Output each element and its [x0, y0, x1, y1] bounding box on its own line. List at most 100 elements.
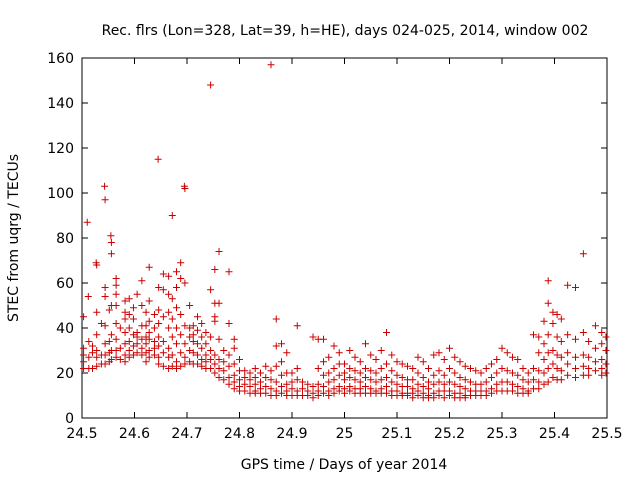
data-point	[83, 218, 91, 226]
data-point	[138, 302, 146, 309]
data-point	[530, 331, 537, 339]
data-point	[251, 380, 259, 388]
data-point	[430, 394, 438, 402]
data-point	[145, 335, 153, 343]
data-point	[579, 351, 587, 359]
data-point	[540, 340, 548, 348]
data-point	[446, 344, 453, 352]
data-point	[477, 369, 485, 377]
data-point	[112, 302, 120, 309]
data-point	[129, 304, 137, 312]
data-point	[181, 185, 189, 192]
data-point	[493, 356, 501, 363]
y-axis-label: STEC from uqrg / TECUs	[6, 154, 22, 322]
data-point	[198, 362, 206, 370]
data-point	[579, 362, 587, 370]
data-point	[435, 392, 443, 399]
data-point	[202, 340, 210, 348]
y-tick-label: 20	[56, 366, 74, 382]
data-point	[181, 322, 189, 330]
data-point	[493, 380, 501, 388]
data-point	[535, 367, 543, 375]
data-point	[89, 342, 96, 350]
data-point	[383, 383, 390, 390]
data-point	[591, 322, 599, 330]
data-point	[320, 371, 327, 379]
data-point	[351, 367, 359, 375]
data-point	[585, 371, 593, 379]
data-point	[356, 378, 364, 386]
data-point	[330, 376, 338, 384]
data-point	[125, 311, 133, 318]
data-point	[602, 347, 610, 354]
data-point	[173, 284, 180, 291]
data-point	[414, 380, 422, 388]
data-point	[97, 320, 105, 327]
data-point	[330, 389, 338, 397]
data-point	[225, 268, 233, 276]
data-point	[80, 344, 88, 352]
data-point	[220, 376, 228, 384]
data-point	[430, 380, 438, 388]
data-point	[80, 351, 88, 359]
data-point	[145, 297, 153, 305]
data-point	[314, 365, 322, 372]
data-point	[409, 394, 417, 402]
data-point	[194, 351, 201, 359]
data-point	[85, 353, 93, 361]
y-tick-label: 120	[47, 141, 74, 157]
data-point	[121, 308, 129, 316]
data-point	[299, 378, 306, 386]
data-point	[267, 61, 275, 69]
data-point	[519, 376, 527, 384]
data-point	[409, 376, 417, 384]
data-point	[198, 344, 206, 352]
data-point	[173, 358, 180, 366]
data-point	[173, 365, 180, 372]
data-point	[372, 356, 380, 363]
data-point	[225, 320, 233, 327]
data-point	[165, 324, 173, 332]
data-point	[341, 369, 348, 377]
data-point	[498, 344, 506, 352]
data-point	[414, 353, 422, 361]
data-point	[451, 380, 459, 388]
data-point	[461, 394, 469, 402]
data-point	[165, 344, 173, 352]
data-point	[121, 315, 129, 323]
data-point	[194, 340, 201, 348]
data-point	[155, 320, 163, 327]
data-point	[230, 360, 238, 368]
data-point	[514, 356, 522, 363]
data-point	[198, 333, 206, 341]
data-point	[93, 308, 101, 316]
data-point	[602, 369, 610, 377]
data-point	[257, 369, 264, 377]
data-point	[293, 322, 301, 330]
data-point	[198, 320, 206, 327]
data-point	[272, 342, 280, 350]
data-point	[509, 353, 516, 361]
data-point	[225, 351, 233, 359]
x-tick-label: 25.4	[539, 426, 570, 442]
data-point	[346, 374, 354, 381]
data-point	[202, 329, 210, 336]
data-point	[145, 347, 153, 354]
data-point	[383, 389, 390, 397]
data-point	[186, 347, 194, 354]
data-point	[446, 365, 453, 372]
data-point	[440, 394, 448, 402]
data-point	[129, 331, 137, 339]
data-point	[598, 329, 606, 336]
data-point	[121, 297, 129, 305]
data-point	[320, 383, 327, 390]
data-point	[419, 383, 427, 390]
data-point	[220, 367, 228, 375]
data-point	[211, 317, 219, 325]
data-point	[181, 279, 189, 287]
data-point	[514, 371, 522, 379]
data-point	[330, 365, 338, 372]
data-point	[168, 315, 176, 323]
data-point	[155, 284, 163, 291]
y-tick-label: 0	[65, 411, 74, 427]
